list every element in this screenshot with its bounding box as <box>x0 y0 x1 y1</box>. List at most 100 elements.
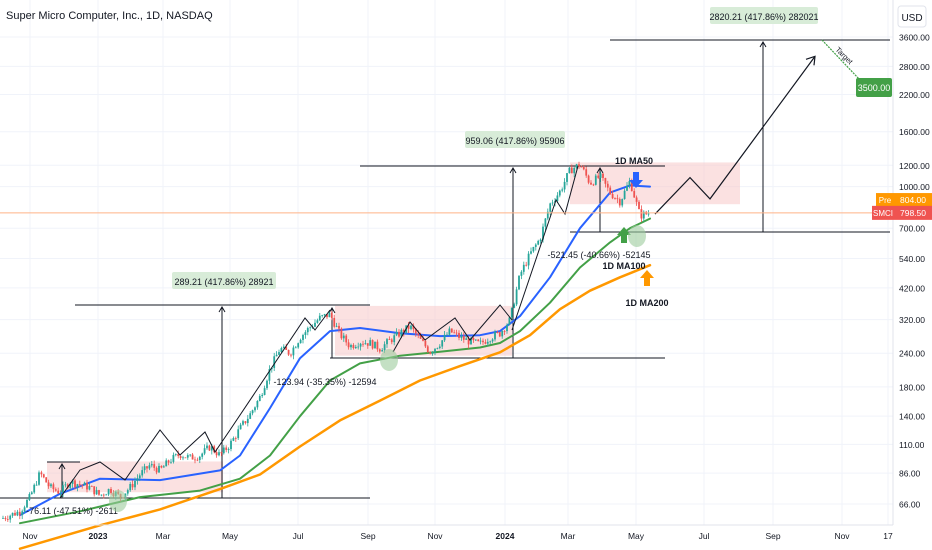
candle-down <box>412 325 415 330</box>
price-axis-bg <box>893 0 932 550</box>
pre-value: 804.00 <box>900 195 926 205</box>
price-tick-label: 2200.00 <box>899 90 930 100</box>
time-tick-label: May <box>628 531 645 541</box>
time-tick-label: Nov <box>22 531 38 541</box>
touch-highlight <box>109 490 127 512</box>
candle-up <box>294 347 297 349</box>
candle-up <box>594 175 597 185</box>
candle-up <box>174 454 177 455</box>
candle-up <box>436 347 439 349</box>
candle-down <box>45 477 48 483</box>
candle-up <box>623 190 626 200</box>
candle-up <box>318 315 321 321</box>
candle-up <box>642 211 645 219</box>
candle-up <box>230 440 232 450</box>
candle-down <box>378 349 381 352</box>
candle-up <box>158 465 160 473</box>
candle-up <box>364 343 367 345</box>
price-tick-label: 86.00 <box>899 469 921 479</box>
candle-up <box>38 472 40 485</box>
candle-down <box>285 346 288 350</box>
candle-up <box>434 348 436 353</box>
candle-up <box>138 475 141 479</box>
candle-up <box>170 461 172 463</box>
candle-down <box>225 447 228 450</box>
candle-down <box>498 332 501 337</box>
candle-up <box>566 173 568 182</box>
measure-label: -521.45 (-40.66%) -52145 <box>547 250 650 260</box>
candle-down <box>287 349 290 355</box>
candle-up <box>328 312 331 318</box>
time-axis[interactable]: Nov 2023 Mar May Jul Sep Nov 2024 Mar May Jul Sep No… <box>22 531 893 541</box>
candle-down <box>66 484 69 488</box>
candle-down <box>47 482 50 487</box>
candle-up <box>621 199 624 206</box>
candle-down <box>42 474 45 478</box>
candle-up <box>628 181 631 186</box>
candle-down <box>580 166 583 168</box>
time-tick-label: Nov <box>427 531 443 541</box>
candle-down <box>376 341 379 350</box>
time-tick-label: 17 <box>883 531 893 541</box>
candle-down <box>426 346 429 352</box>
candle-up <box>558 190 561 196</box>
candle-up <box>227 449 230 450</box>
candle-down <box>6 519 9 520</box>
candle-up <box>542 226 544 240</box>
candle-up <box>268 369 271 381</box>
candle-down <box>616 198 619 200</box>
pattern-line <box>229 309 331 431</box>
candle-up <box>448 328 451 335</box>
candle-down <box>52 484 55 490</box>
candle-down <box>424 340 427 347</box>
candle-up <box>186 455 189 458</box>
candle-down <box>633 191 636 198</box>
candle-up <box>546 211 549 219</box>
candle-down <box>472 338 475 341</box>
candle-down <box>371 340 374 349</box>
time-tick-label: Sep <box>765 531 780 541</box>
candle-down <box>86 482 88 490</box>
candle-down <box>74 480 76 488</box>
candle-up <box>460 335 463 338</box>
candle-up <box>395 331 398 336</box>
measure-arrowhead <box>328 307 336 314</box>
candle-down <box>609 187 612 194</box>
price-tick-label: 1000.00 <box>899 182 930 192</box>
candle-up <box>515 289 518 305</box>
candle-up <box>441 340 444 347</box>
candle-down <box>333 317 336 327</box>
candle-up <box>141 470 144 476</box>
candle-up <box>172 454 175 462</box>
candle-down <box>244 421 247 424</box>
candle-down <box>407 325 410 329</box>
candle-down <box>57 490 60 494</box>
candle-down <box>155 467 158 473</box>
candle-up <box>261 394 264 397</box>
candle-down <box>587 175 590 183</box>
candle-down <box>184 457 187 459</box>
candle-down <box>458 332 460 338</box>
price-axis[interactable]: 3600.00 2800.00 2200.00 1600.00 1200.00 1000.… <box>899 33 930 510</box>
price-tick-label: 420.00 <box>899 283 925 293</box>
candle-down <box>330 312 333 318</box>
candle-down <box>630 181 633 192</box>
candle-up <box>359 343 362 347</box>
candle-down <box>4 517 7 520</box>
candle-up <box>273 356 276 368</box>
candle-up <box>11 512 14 516</box>
candle-down <box>213 446 216 453</box>
currency-button[interactable] <box>897 5 927 28</box>
currency-label[interactable]: USD <box>901 13 922 24</box>
measure-label: 289.21 (417.86%) 28921 <box>174 277 273 287</box>
pre-value-bg <box>894 193 932 208</box>
candle-down <box>467 338 470 345</box>
candle-up <box>203 448 206 454</box>
candle-up <box>218 452 220 456</box>
candle-down <box>93 486 96 495</box>
price-tick-label: 240.00 <box>899 349 925 359</box>
candle-up <box>350 344 352 348</box>
candle-up <box>71 480 74 484</box>
